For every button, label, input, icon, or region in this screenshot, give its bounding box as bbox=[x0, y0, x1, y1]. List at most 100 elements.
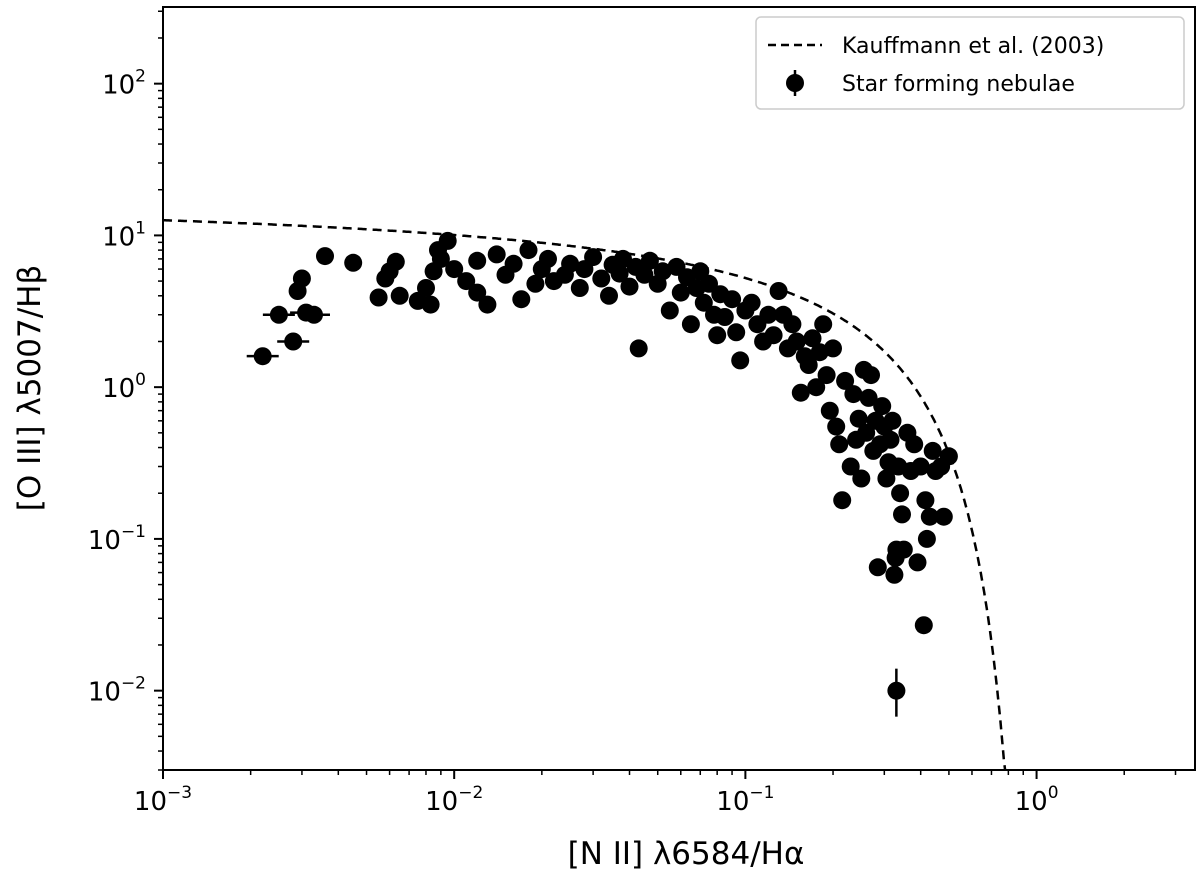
data-point bbox=[914, 616, 933, 635]
data-point bbox=[445, 260, 464, 279]
data-point bbox=[939, 447, 958, 466]
y-tick-label: 102 bbox=[102, 67, 146, 101]
data-point bbox=[841, 457, 860, 476]
data-point bbox=[487, 245, 506, 264]
data-point bbox=[708, 326, 727, 345]
y-tick-labels: 10−2 10−1 100 101 102 bbox=[88, 67, 146, 708]
data-point bbox=[723, 290, 742, 309]
data-point bbox=[438, 231, 457, 250]
data-point bbox=[694, 293, 713, 312]
y-axis-label: [O III] λ5007/Hβ bbox=[12, 265, 48, 512]
data-point bbox=[917, 529, 936, 548]
data-point bbox=[253, 347, 272, 366]
x-tick-label: 10−3 bbox=[134, 783, 192, 817]
data-point bbox=[877, 469, 896, 488]
data-point bbox=[731, 351, 750, 370]
data-point bbox=[887, 681, 906, 700]
data-point bbox=[727, 323, 746, 342]
data-point bbox=[610, 264, 629, 283]
data-point bbox=[584, 248, 603, 267]
y-tick-label: 10−1 bbox=[88, 522, 146, 556]
data-point bbox=[799, 356, 818, 374]
x-tick-label: 10−1 bbox=[716, 783, 774, 817]
data-point bbox=[635, 265, 654, 284]
kauffmann-2003-curve bbox=[162, 218, 1007, 771]
data-point bbox=[715, 308, 734, 326]
data-point bbox=[844, 385, 863, 404]
data-point bbox=[284, 332, 303, 351]
data-point bbox=[916, 491, 935, 510]
data-point bbox=[820, 401, 839, 420]
x-tick-labels: 10−3 10−2 10−1 100 bbox=[134, 783, 1059, 817]
data-point bbox=[791, 383, 810, 402]
data-point bbox=[526, 274, 545, 293]
kauffmann-curve-layer bbox=[162, 218, 1007, 771]
data-point bbox=[519, 241, 538, 260]
legend-entry-star-forming: Star forming nebulae bbox=[842, 72, 1075, 97]
y-tick-label: 100 bbox=[102, 370, 146, 404]
data-point bbox=[305, 305, 323, 324]
x-tick-label: 100 bbox=[1015, 783, 1059, 817]
y-tick-label: 10−2 bbox=[88, 674, 146, 708]
data-point bbox=[830, 435, 849, 454]
data-point bbox=[759, 305, 778, 324]
data-point bbox=[269, 305, 288, 324]
data-point bbox=[814, 315, 833, 334]
data-point bbox=[369, 288, 388, 307]
data-point bbox=[478, 295, 497, 314]
data-point bbox=[934, 507, 953, 526]
data-point bbox=[817, 366, 836, 385]
data-point bbox=[908, 553, 927, 572]
plot-frame bbox=[162, 6, 1196, 771]
data-point bbox=[881, 430, 900, 449]
data-point bbox=[691, 262, 710, 281]
data-point bbox=[512, 290, 531, 309]
data-point bbox=[893, 505, 911, 524]
data-point bbox=[700, 274, 718, 293]
data-point bbox=[660, 301, 679, 320]
data-point bbox=[742, 293, 761, 312]
y-tick-label: 101 bbox=[102, 218, 146, 252]
data-point bbox=[344, 253, 363, 272]
data-point bbox=[316, 247, 334, 266]
data-point bbox=[417, 279, 435, 297]
data-point bbox=[852, 469, 871, 488]
legend-marker-swatch bbox=[786, 74, 804, 92]
data-point bbox=[620, 277, 639, 296]
data-points-layer bbox=[246, 231, 958, 717]
legend-box bbox=[755, 16, 1185, 110]
data-point bbox=[386, 252, 405, 271]
data-point bbox=[803, 329, 822, 348]
data-point bbox=[468, 283, 487, 302]
data-point bbox=[653, 262, 672, 281]
data-point bbox=[905, 435, 924, 454]
legend-entry-kauffmann: Kauffmann et al. (2003) bbox=[842, 34, 1104, 59]
data-point bbox=[561, 254, 580, 273]
data-point bbox=[894, 540, 913, 559]
data-point bbox=[421, 295, 440, 314]
data-point bbox=[833, 491, 852, 510]
data-point bbox=[600, 286, 618, 305]
data-point bbox=[539, 249, 557, 268]
axis-ticks bbox=[154, 10, 1177, 779]
data-point bbox=[873, 397, 892, 416]
data-point bbox=[836, 371, 855, 390]
data-point bbox=[769, 282, 788, 300]
data-point bbox=[859, 388, 878, 407]
data-point bbox=[787, 332, 806, 351]
data-point bbox=[629, 339, 648, 358]
x-tick-label: 10−2 bbox=[425, 783, 483, 817]
data-point bbox=[920, 507, 939, 526]
data-point bbox=[783, 315, 802, 334]
data-point bbox=[923, 441, 942, 460]
data-point bbox=[885, 565, 904, 584]
data-point bbox=[868, 558, 887, 577]
data-point bbox=[681, 315, 700, 334]
legend: Kauffmann et al. (2003) Star forming neb… bbox=[755, 16, 1185, 110]
data-point bbox=[671, 283, 690, 302]
data-point bbox=[292, 269, 311, 288]
data-point bbox=[570, 279, 589, 297]
data-point bbox=[592, 269, 611, 288]
data-point bbox=[862, 366, 880, 385]
data-point bbox=[824, 339, 842, 358]
